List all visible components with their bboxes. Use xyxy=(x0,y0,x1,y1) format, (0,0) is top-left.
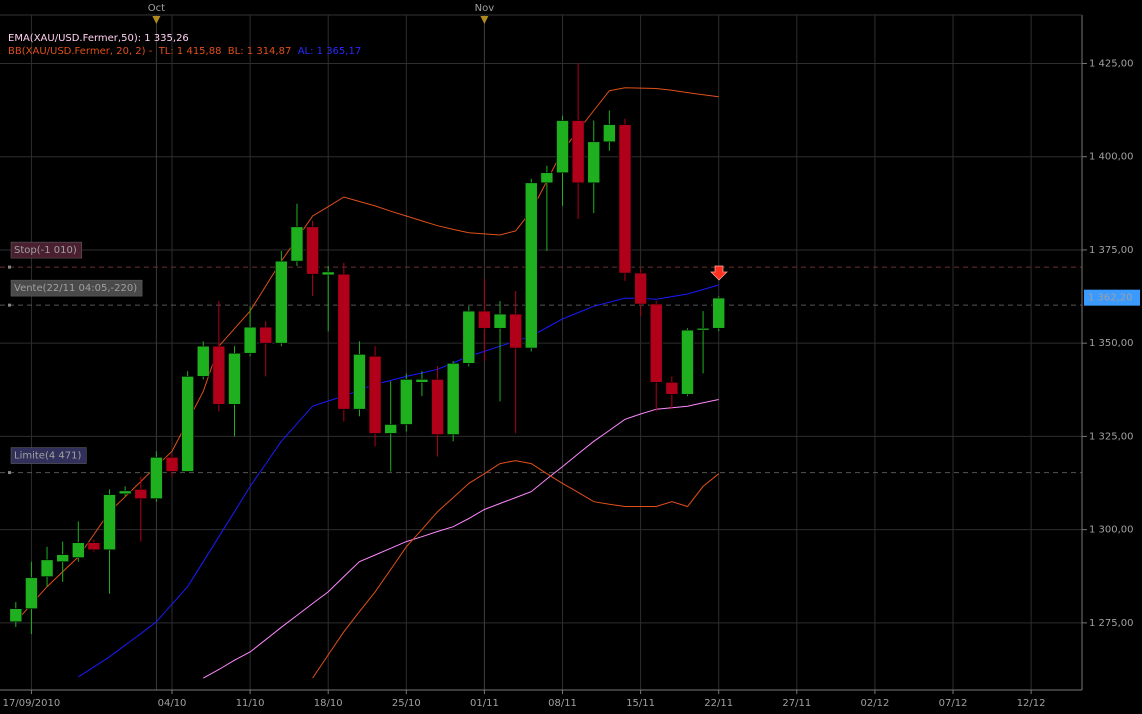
candle-body xyxy=(478,310,491,329)
legend-entry: EMA(XAU/USD.Fermer,50): 1 335,26 xyxy=(8,33,189,44)
y-tick-label: 1 325,00 xyxy=(1089,431,1134,442)
x-tick-label: 25/10 xyxy=(392,698,421,709)
candle-body xyxy=(415,379,429,383)
x-tick-label: 18/10 xyxy=(314,698,343,709)
order-dot xyxy=(8,265,11,269)
y-tick-label: 1 425,00 xyxy=(1089,58,1134,69)
candle-body xyxy=(56,554,69,563)
candle-body xyxy=(493,313,507,329)
plot xyxy=(9,63,726,679)
last-price-box xyxy=(1084,289,1140,306)
order-dot xyxy=(8,303,11,307)
candle-body xyxy=(587,141,601,184)
candle-body xyxy=(696,327,710,331)
sell-arrow xyxy=(710,265,728,281)
candle-body xyxy=(384,424,397,434)
candle-body xyxy=(431,379,444,435)
indicator-line xyxy=(203,399,719,679)
candle-body xyxy=(181,376,194,472)
candle-body xyxy=(165,456,179,472)
x-tick-label: 27/11 xyxy=(782,698,811,709)
candle-body xyxy=(509,313,522,349)
month-marker xyxy=(152,16,161,24)
x-tick-label: 15/11 xyxy=(626,698,655,709)
candle-body xyxy=(524,182,538,349)
month-label: Nov xyxy=(475,3,495,14)
candle-body xyxy=(259,326,273,344)
candle-body xyxy=(290,226,304,262)
candle-body xyxy=(462,310,476,364)
y-tick-label: 1 275,00 xyxy=(1089,618,1134,629)
candle-body xyxy=(649,303,663,383)
candle-body xyxy=(275,260,288,344)
candle-body xyxy=(337,273,351,410)
last-price-label: 1 362,20 xyxy=(1088,293,1133,304)
candle-body xyxy=(71,542,85,558)
order-label: Limite(4 471) xyxy=(14,451,81,462)
candle-body xyxy=(540,172,554,184)
candle-body xyxy=(118,490,132,495)
candle-body xyxy=(446,363,460,435)
candle-body xyxy=(25,577,38,610)
x-tick-label: 08/11 xyxy=(548,698,577,709)
candle-body xyxy=(353,354,366,410)
y-tick-label: 1 375,00 xyxy=(1089,245,1134,256)
axes: 1 275,00 1 300,00 1 325,00 1 350,00 1 375,00… xyxy=(3,3,1140,709)
x-tick-label: 02/12 xyxy=(860,698,889,709)
candle-body xyxy=(603,124,616,143)
month-marker xyxy=(480,16,489,24)
candle-body xyxy=(571,120,585,184)
month-label: Oct xyxy=(148,3,165,14)
candle-body xyxy=(556,120,569,174)
order-label: Stop(-1 010) xyxy=(14,245,77,256)
candle-body xyxy=(618,124,632,274)
x-tick-label: 11/10 xyxy=(236,698,265,709)
candle-body xyxy=(634,272,647,305)
order-box xyxy=(10,447,87,464)
candle-body xyxy=(103,494,116,551)
candle-body xyxy=(321,271,335,276)
legend: EMA(XAU/USD.Fermer,50): 1 335,26 BB(XAU/U… xyxy=(8,33,361,57)
candle-body xyxy=(665,382,679,395)
legend-entry: AL: 1 365,17 xyxy=(298,46,362,57)
y-tick-label: 1 350,00 xyxy=(1089,338,1134,349)
x-tick-label: 01/11 xyxy=(470,698,499,709)
candle-body xyxy=(134,489,148,499)
indicator-line xyxy=(15,87,719,623)
candle-body xyxy=(212,345,226,405)
candle-body xyxy=(196,345,210,377)
candle-body xyxy=(400,379,413,425)
legend-line: BB(XAU/USD.Fermer, 20, 2) - TL: 1 415,88… xyxy=(8,46,361,57)
order-box xyxy=(10,241,83,259)
candle-body xyxy=(40,559,54,577)
candle-body xyxy=(368,355,382,434)
candle-body xyxy=(87,542,101,551)
x-tick-label: 04/10 xyxy=(158,698,187,709)
candle-body xyxy=(306,226,319,275)
order-dot xyxy=(8,471,11,475)
x-tick-label: 12/12 xyxy=(1017,698,1046,709)
indicator-line xyxy=(78,284,719,678)
candle-body xyxy=(228,352,241,405)
candle-body xyxy=(681,329,694,395)
candle-body xyxy=(150,456,163,499)
order-label: Vente(22/11 04:05,-220) xyxy=(14,283,137,294)
legend-entry: BB(XAU/USD.Fermer, 20, 2) - TL: 1 415,88… xyxy=(8,46,298,57)
x-tick-label: 17/09/2010 xyxy=(3,698,61,709)
orders: Stop(-1 010) Vente(22/11 04:05,-220) Limit… xyxy=(0,241,1082,475)
candle-body xyxy=(9,608,23,623)
x-tick-label: 22/11 xyxy=(704,698,733,709)
legend-line: EMA(XAU/USD.Fermer,50): 1 335,26 xyxy=(8,33,189,44)
y-tick-label: 1 400,00 xyxy=(1089,152,1134,163)
candle-body xyxy=(712,297,726,329)
indicator-line xyxy=(312,460,720,679)
candle-body xyxy=(243,326,257,354)
order-box xyxy=(10,279,143,297)
y-tick-label: 1 300,00 xyxy=(1089,525,1134,536)
x-tick-label: 07/12 xyxy=(939,698,968,709)
